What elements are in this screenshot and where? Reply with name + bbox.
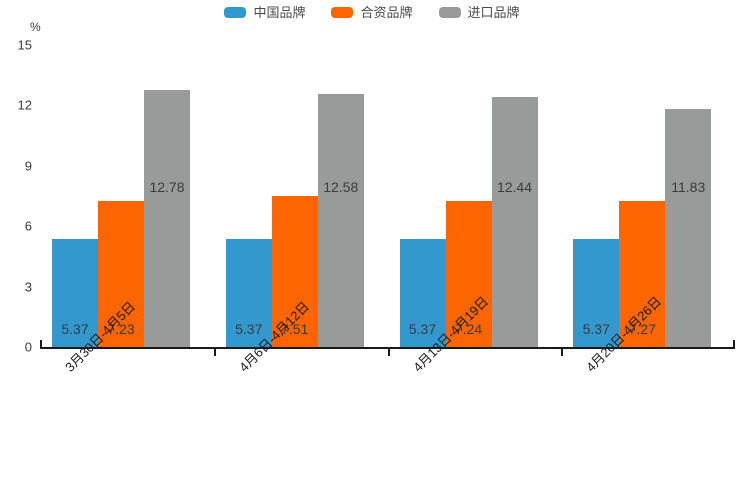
bar-china-brand[interactable]: 5.37 bbox=[399, 238, 446, 347]
bar-value-label: 7.24 bbox=[454, 321, 483, 337]
bar-joint-venture-brand[interactable]: 7.27 bbox=[619, 200, 666, 347]
bar-joint-venture-brand[interactable]: 7.51 bbox=[271, 195, 318, 347]
bar-value-label: 5.37 bbox=[61, 321, 89, 337]
legend-swatch-china-brand bbox=[224, 7, 247, 18]
bar-value-label: 7.23 bbox=[107, 321, 135, 337]
y-axis-tick-label: 9 bbox=[24, 158, 32, 174]
bar-value-label: 12.44 bbox=[496, 179, 533, 195]
legend-label-joint-venture-brand: 合资品牌 bbox=[360, 5, 413, 20]
legend-label-china-brand: 中国品牌 bbox=[253, 5, 306, 20]
legend-swatch-import-brand bbox=[438, 7, 461, 18]
y-axis-tick-label: 6 bbox=[24, 218, 32, 234]
bar-import-brand[interactable]: 12.78 bbox=[144, 89, 190, 347]
bar-value-label: 11.83 bbox=[671, 179, 706, 195]
legend-label-import-brand: 进口品牌 bbox=[467, 5, 520, 20]
bar-value-label: 5.37 bbox=[408, 321, 437, 337]
chart-legend: 中国品牌 合资品牌 进口品牌 bbox=[0, 6, 744, 19]
bar-joint-venture-brand[interactable]: 7.23 bbox=[98, 201, 144, 347]
bar-china-brand[interactable]: 5.37 bbox=[225, 238, 272, 347]
legend-item-import-brand[interactable]: 进口品牌 bbox=[438, 5, 520, 20]
bar-china-brand[interactable]: 5.37 bbox=[52, 238, 98, 347]
bar-import-brand[interactable]: 11.83 bbox=[665, 108, 712, 347]
y-axis-tick-label: 15 bbox=[17, 37, 32, 53]
y-axis-tick-label: 0 bbox=[24, 339, 32, 355]
bar-value-label: 5.37 bbox=[582, 321, 610, 337]
x-axis-right-cap bbox=[733, 340, 735, 348]
legend-swatch-joint-venture-brand bbox=[331, 7, 354, 18]
x-axis-tick bbox=[561, 349, 564, 356]
bar-value-label: 12.58 bbox=[323, 179, 359, 195]
y-axis-tick-label: 3 bbox=[24, 279, 32, 295]
x-axis-tick bbox=[387, 349, 390, 356]
y-axis-unit-label: % bbox=[30, 20, 41, 34]
bar-import-brand[interactable]: 12.58 bbox=[317, 93, 364, 347]
x-axis-left-cap bbox=[40, 340, 42, 348]
bar-value-label: 5.37 bbox=[235, 321, 263, 337]
plot-area: 0 3 6 9 12 15 5.37 7.23 12.78 5.37 7.51 12.58 5.37 7.… bbox=[18, 38, 735, 355]
bar-china-brand[interactable]: 5.37 bbox=[573, 238, 620, 347]
bar-joint-venture-brand[interactable]: 7.24 bbox=[445, 201, 492, 347]
bar-value-label: 12.78 bbox=[149, 179, 185, 195]
x-axis-tick bbox=[213, 349, 216, 356]
y-axis-tick-label: 12 bbox=[17, 97, 32, 113]
legend-item-joint-venture-brand[interactable]: 合资品牌 bbox=[331, 5, 413, 20]
bar-value-label: 7.51 bbox=[281, 321, 309, 337]
x-axis-line bbox=[40, 347, 735, 349]
bar-import-brand[interactable]: 12.44 bbox=[491, 96, 538, 347]
legend-item-china-brand[interactable]: 中国品牌 bbox=[224, 6, 305, 19]
bar-value-label: 7.27 bbox=[628, 321, 656, 337]
